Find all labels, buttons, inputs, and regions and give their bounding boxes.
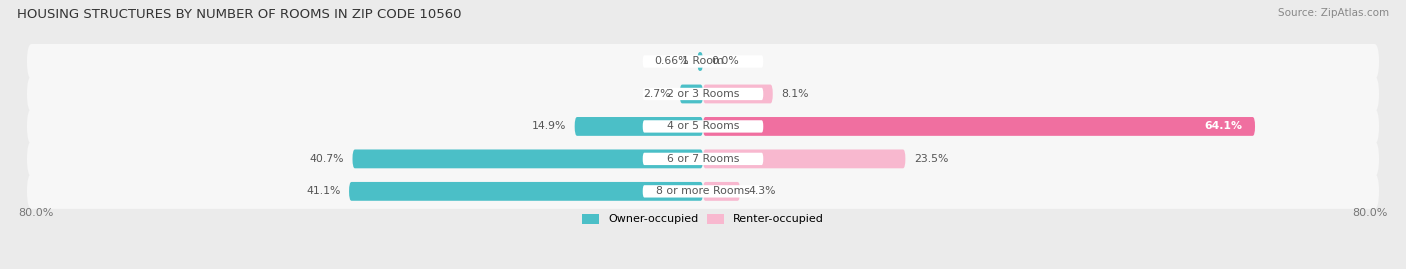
Text: 2 or 3 Rooms: 2 or 3 Rooms (666, 89, 740, 99)
FancyBboxPatch shape (353, 150, 703, 168)
Text: 41.1%: 41.1% (307, 186, 340, 196)
Text: 1 Room: 1 Room (682, 56, 724, 66)
FancyBboxPatch shape (27, 109, 1379, 144)
Text: 23.5%: 23.5% (914, 154, 949, 164)
FancyBboxPatch shape (643, 185, 763, 197)
Text: 14.9%: 14.9% (531, 121, 567, 132)
Text: 0.66%: 0.66% (654, 56, 689, 66)
FancyBboxPatch shape (349, 182, 703, 201)
Text: 4.3%: 4.3% (748, 186, 776, 196)
Text: 40.7%: 40.7% (309, 154, 344, 164)
FancyBboxPatch shape (27, 44, 1379, 79)
Text: 2.7%: 2.7% (644, 89, 671, 99)
FancyBboxPatch shape (643, 120, 763, 133)
FancyBboxPatch shape (27, 174, 1379, 209)
Text: Source: ZipAtlas.com: Source: ZipAtlas.com (1278, 8, 1389, 18)
FancyBboxPatch shape (703, 150, 905, 168)
FancyBboxPatch shape (703, 117, 1256, 136)
FancyBboxPatch shape (697, 52, 703, 71)
Text: 4 or 5 Rooms: 4 or 5 Rooms (666, 121, 740, 132)
FancyBboxPatch shape (575, 117, 703, 136)
Text: 80.0%: 80.0% (18, 208, 53, 218)
FancyBboxPatch shape (703, 84, 773, 103)
FancyBboxPatch shape (703, 182, 740, 201)
FancyBboxPatch shape (643, 88, 763, 100)
Text: HOUSING STRUCTURES BY NUMBER OF ROOMS IN ZIP CODE 10560: HOUSING STRUCTURES BY NUMBER OF ROOMS IN… (17, 8, 461, 21)
Legend: Owner-occupied, Renter-occupied: Owner-occupied, Renter-occupied (582, 214, 824, 224)
Text: 8.1%: 8.1% (782, 89, 808, 99)
FancyBboxPatch shape (679, 84, 703, 103)
Text: 0.0%: 0.0% (711, 56, 740, 66)
FancyBboxPatch shape (27, 141, 1379, 176)
Text: 6 or 7 Rooms: 6 or 7 Rooms (666, 154, 740, 164)
Text: 64.1%: 64.1% (1204, 121, 1241, 132)
FancyBboxPatch shape (643, 153, 763, 165)
Text: 8 or more Rooms: 8 or more Rooms (657, 186, 749, 196)
Text: 80.0%: 80.0% (1353, 208, 1388, 218)
FancyBboxPatch shape (27, 76, 1379, 111)
FancyBboxPatch shape (643, 55, 763, 68)
